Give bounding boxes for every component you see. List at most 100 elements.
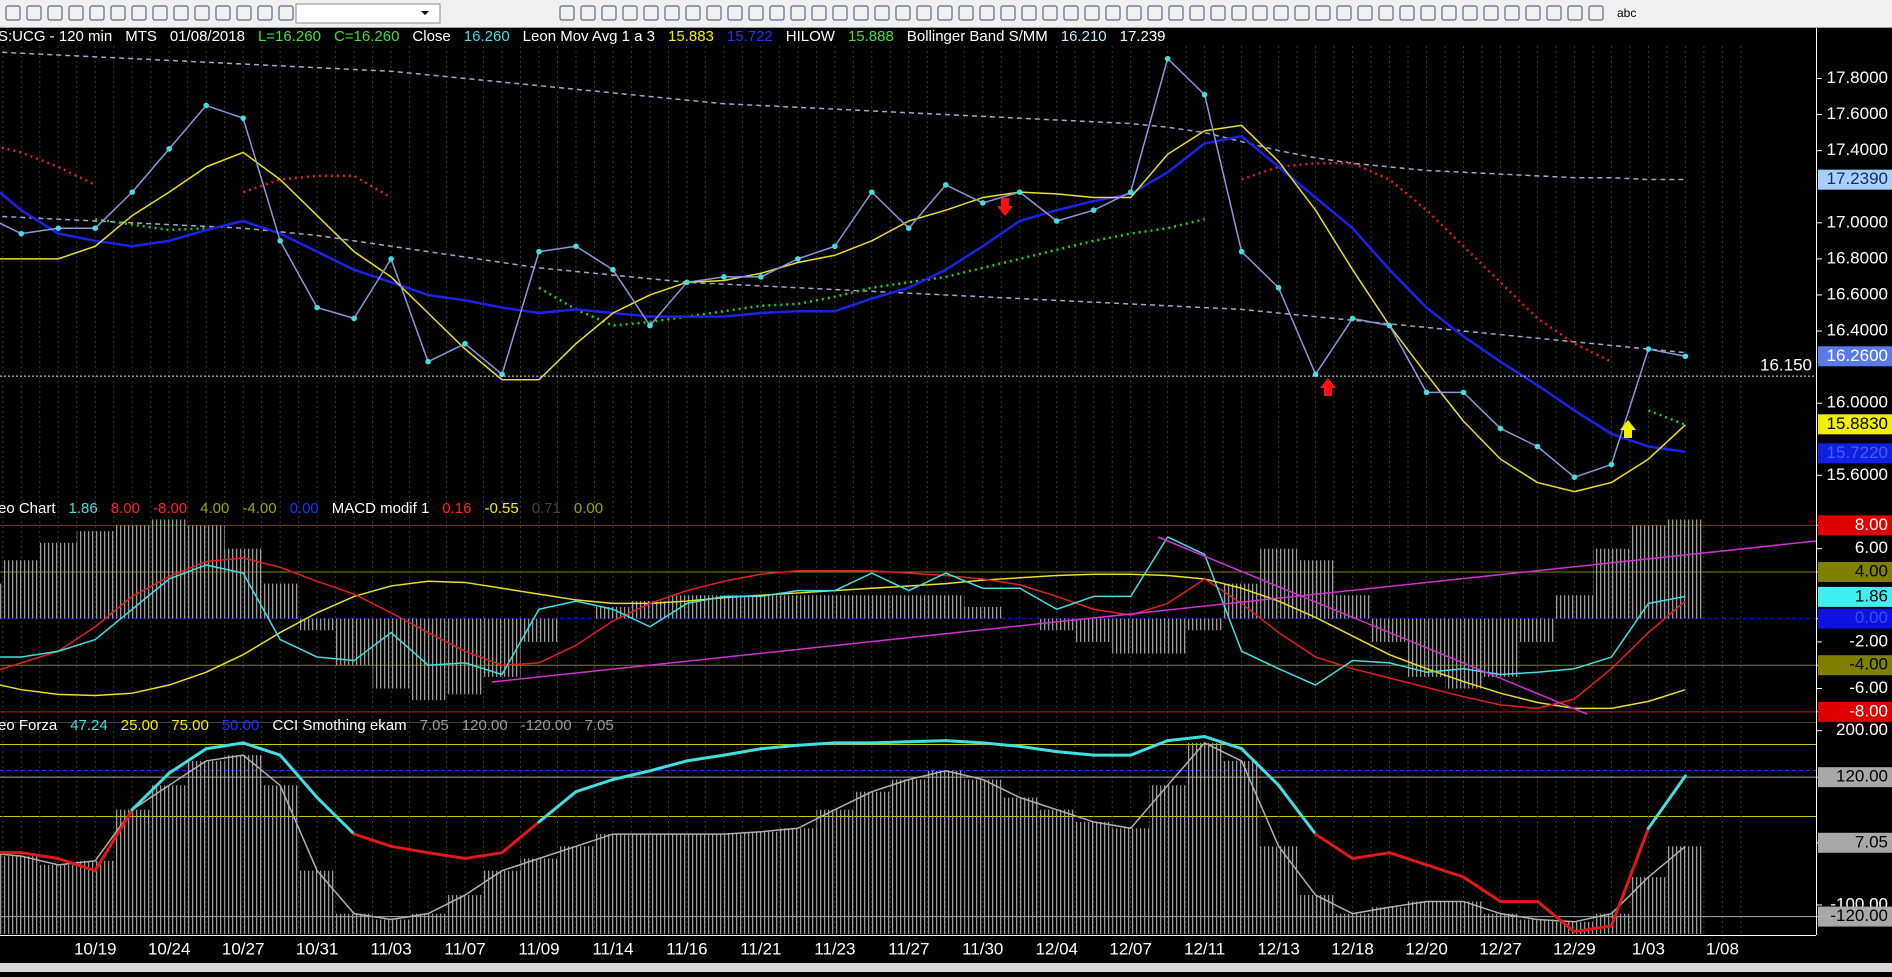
toolbar-button[interactable]: [622, 5, 638, 21]
tick-badge: [1818, 515, 1892, 536]
toolbar-button[interactable]: [727, 5, 743, 21]
toolbar-button[interactable]: [1147, 5, 1163, 21]
cci-segment: [1388, 851, 1429, 867]
cci-segment: [907, 739, 948, 744]
toolbar-button[interactable]: [1336, 5, 1352, 21]
toolbar-button[interactable]: [110, 5, 126, 21]
toolbar-button[interactable]: [1063, 5, 1079, 21]
histogram-bar: [1518, 919, 1556, 934]
histogram-bar: [1075, 821, 1113, 934]
pane-header: eo Forza 47.24 25.00 75.00 50.00 CCI Smothing…: [0, 717, 614, 734]
series-line: [0, 145, 96, 187]
toolbar-button[interactable]: [89, 5, 105, 21]
histogram-bar: [150, 519, 188, 619]
toolbar-button[interactable]: [5, 5, 21, 21]
toolbar-button[interactable]: [1588, 5, 1604, 21]
header-item: 15.722: [727, 28, 773, 45]
toolbar-button[interactable]: [1021, 5, 1037, 21]
y-tick-label: -4.00: [1849, 655, 1888, 674]
toolbar-button[interactable]: [916, 5, 932, 21]
y-tick-label: 0.00: [1855, 608, 1888, 627]
histogram-bar: [298, 870, 336, 934]
histogram-bar: [631, 601, 669, 619]
toolbar-button[interactable]: [1231, 5, 1247, 21]
y-tick-label: 17.8000: [1827, 68, 1888, 87]
toolbar-button[interactable]: [979, 5, 995, 21]
histogram-bar: [668, 595, 706, 619]
toolbar-button[interactable]: [1567, 5, 1583, 21]
histogram-bar: [298, 618, 336, 631]
y-tick-label: 17.6000: [1827, 104, 1888, 123]
toolbar-button[interactable]: [1504, 5, 1520, 21]
toolbar-button[interactable]: [1252, 5, 1268, 21]
toolbar-button[interactable]: [1042, 5, 1058, 21]
toolbar-button[interactable]: [706, 5, 722, 21]
header-item: HILOW: [786, 28, 836, 45]
toolbar-button[interactable]: [1525, 5, 1541, 21]
toolbar-button[interactable]: [1483, 5, 1499, 21]
toolbar-button[interactable]: [68, 5, 84, 21]
toolbar-button[interactable]: [748, 5, 764, 21]
toolbar-button[interactable]: [790, 5, 806, 21]
toolbar-button[interactable]: [1315, 5, 1331, 21]
value-badge-label: 1.86: [1855, 586, 1888, 605]
toolbar-button[interactable]: [559, 5, 575, 21]
toolbar-button[interactable]: [1399, 5, 1415, 21]
text-tool[interactable]: abc: [1617, 6, 1636, 20]
toolbar-button[interactable]: [152, 5, 168, 21]
toolbar-button[interactable]: [1294, 5, 1310, 21]
toolbar-button[interactable]: [811, 5, 827, 21]
toolbar-button[interactable]: [1357, 5, 1373, 21]
toolbar-button[interactable]: [1378, 5, 1394, 21]
toolbar-button[interactable]: [1126, 5, 1142, 21]
toolbar-button[interactable]: [853, 5, 869, 21]
histogram-bar: [1149, 785, 1187, 934]
toolbar-button[interactable]: [1189, 5, 1205, 21]
toolbar-button[interactable]: [131, 5, 147, 21]
header-item: 16.210: [1061, 28, 1107, 45]
toolbar-button[interactable]: [236, 5, 252, 21]
toolbar-button[interactable]: [1441, 5, 1457, 21]
toolbar-button[interactable]: [874, 5, 890, 21]
toolbar-button[interactable]: [1546, 5, 1562, 21]
toolbar-button[interactable]: [937, 5, 953, 21]
toolbar-button[interactable]: [1000, 5, 1016, 21]
toolbar-button[interactable]: [643, 5, 659, 21]
toolbar-button[interactable]: [173, 5, 189, 21]
close-dot: [92, 225, 99, 232]
toolbar-button[interactable]: [958, 5, 974, 21]
toolbar-button[interactable]: [194, 5, 210, 21]
toolbar-button[interactable]: [1462, 5, 1478, 21]
toolbar-button[interactable]: [832, 5, 848, 21]
header-item: -120.00: [521, 717, 572, 734]
close-dot: [1608, 461, 1615, 468]
toolbar-button[interactable]: [257, 5, 273, 21]
toolbar-button[interactable]: [1168, 5, 1184, 21]
toolbar-button[interactable]: [601, 5, 617, 21]
toolbar-button[interactable]: [664, 5, 680, 21]
toolbar-button[interactable]: [1273, 5, 1289, 21]
toolbar-button[interactable]: [278, 5, 294, 21]
histogram-bar: [1334, 595, 1372, 619]
toolbar-button[interactable]: [769, 5, 785, 21]
toolbar-button[interactable]: [1210, 5, 1226, 21]
toolbar-button[interactable]: [47, 5, 63, 21]
toolbar-button[interactable]: [215, 5, 231, 21]
toolbar-button[interactable]: [1105, 5, 1121, 21]
histogram-bar: [1481, 618, 1519, 677]
histogram-bar: [0, 583, 3, 619]
symbol-dropdown[interactable]: [295, 3, 441, 24]
toolbar-button[interactable]: [26, 5, 42, 21]
toolbar-button[interactable]: [1420, 5, 1436, 21]
toolbar-button[interactable]: [895, 5, 911, 21]
toolbar-button[interactable]: [1084, 5, 1100, 21]
toolbar-button[interactable]: [580, 5, 596, 21]
histogram-bar: [1260, 548, 1298, 619]
histogram-bar: [39, 864, 77, 934]
histogram-bar: [1481, 913, 1519, 934]
histogram-bar: [1001, 797, 1039, 934]
histogram-bar: [1371, 907, 1409, 934]
header-item: 50.00: [222, 717, 260, 734]
toolbar-button[interactable]: [685, 5, 701, 21]
value-badge-label: 17.2390: [1827, 169, 1888, 188]
